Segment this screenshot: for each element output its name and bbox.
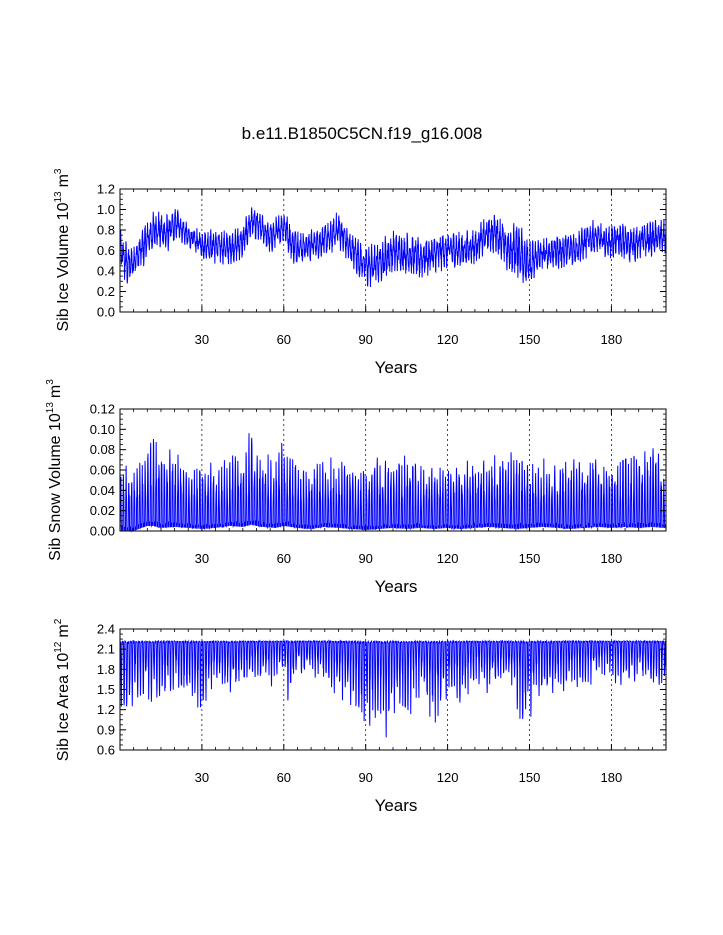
data-line [119,639,667,738]
y-axis-label: Sib Ice Volume 1013 m3 [53,168,72,331]
y-tick-label: 0.08 [90,442,115,457]
x-tick-labels: 30 60 90 120 150 180 [195,770,623,785]
panel-snow-volume: 0.00 0.02 0.04 0.06 0.08 0.10 0.12 30 60 90 120 15… [45,379,667,596]
x-tick-label: 120 [437,551,459,566]
y-tick-label: 1.0 [97,202,115,217]
y-axis-label-base: Sib Ice Volume 10 [55,202,72,331]
x-tick-label: 90 [358,332,372,347]
plot-frame [119,408,667,532]
y-axis-label-exp: 12 [53,641,64,653]
x-tick-label: 180 [601,551,623,566]
x-tick-label: 120 [437,770,459,785]
x-tick-label: 150 [519,770,541,785]
y-axis-label: Sib Ice Area 1012 m2 [53,618,72,761]
x-tick-label: 90 [358,770,372,785]
figure-title: b.e11.B1850C5CN.f19_g16.008 [242,124,483,143]
y-axis-label-unit: m [55,174,72,187]
x-tick-labels: 30 60 90 120 150 180 [195,332,623,347]
y-tick-label: 0.02 [90,503,115,518]
y-axis-label-exp: 13 [45,402,56,414]
y-axis-label-exp: 13 [53,191,64,203]
y-tick-label: 0.4 [97,264,115,279]
x-axis-label: Years [375,358,418,377]
plot-frame [119,628,667,751]
y-tick-label: 2.1 [97,642,115,657]
x-tick-label: 30 [195,770,209,785]
x-tick-label: 30 [195,551,209,566]
y-tick-label: 0.6 [97,743,115,758]
y-axis-label-unit-exp: 2 [53,618,64,624]
x-axis-label: Years [375,577,418,596]
y-tick-label: 0.12 [90,402,115,417]
panel-ice-area: 0.6 0.9 1.2 1.5 1.8 2.1 2.4 30 60 90 120 150 180 Ye… [53,618,667,815]
y-axis-label-unit-exp: 3 [45,379,56,385]
x-tick-label: 60 [277,770,291,785]
y-axis-label-unit: m [55,624,72,637]
data-line [119,433,667,533]
y-tick-label: 1.2 [97,182,115,197]
panel-ice-volume: 0.0 0.2 0.4 0.6 0.8 1.0 1.2 30 60 90 120 150 180 Ye… [53,168,667,377]
y-tick-label: 1.8 [97,662,115,677]
y-axis-label-unit: m [47,385,64,398]
grid-lines [201,629,612,750]
y-axis-label: Sib Snow Volume 1013 m3 [45,379,64,561]
y-tick-label: 0.2 [97,284,115,299]
y-tick-label: 0.00 [90,524,115,539]
x-axis-label: Years [375,796,418,815]
y-tick-label: 1.2 [97,702,115,717]
x-tick-label: 90 [358,551,372,566]
y-tick-labels: 0.6 0.9 1.2 1.5 1.8 2.1 2.4 [97,622,115,758]
x-tick-labels: 30 60 90 120 150 180 [195,551,623,566]
y-tick-label: 0.0 [97,305,115,320]
y-tick-label: 1.5 [97,682,115,697]
x-tick-label: 180 [601,770,623,785]
y-tick-label: 0.06 [90,463,115,478]
y-tick-label: 0.8 [97,223,115,238]
y-tick-labels: 0.00 0.02 0.04 0.06 0.08 0.10 0.12 [90,402,115,539]
x-tick-label: 120 [437,332,459,347]
y-axis-label-base: Sib Ice Area 10 [55,653,72,762]
x-tick-label: 180 [601,332,623,347]
y-tick-label: 0.10 [90,422,115,437]
y-tick-label: 0.04 [90,483,115,498]
x-tick-label: 60 [277,551,291,566]
y-tick-label: 0.6 [97,243,115,258]
y-axis-label-unit-exp: 3 [53,168,64,174]
data-line [119,207,667,288]
y-tick-label: 0.9 [97,722,115,737]
plot-frame [119,188,667,313]
y-tick-labels: 0.0 0.2 0.4 0.6 0.8 1.0 1.2 [97,182,115,320]
y-axis-label-base: Sib Snow Volume 10 [47,413,64,561]
x-tick-label: 60 [277,332,291,347]
x-tick-label: 30 [195,332,209,347]
x-tick-label: 150 [519,551,541,566]
x-tick-label: 150 [519,332,541,347]
y-tick-label: 2.4 [97,622,115,637]
